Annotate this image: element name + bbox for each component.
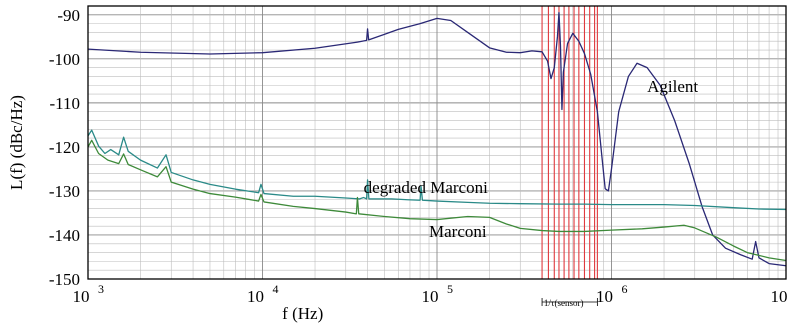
plot-frame xyxy=(87,5,787,280)
series-line-degraded-marconi xyxy=(87,129,787,211)
x-tick-label: 10 xyxy=(422,287,439,306)
series-annotation: Marconi xyxy=(429,222,487,241)
y-axis-label: L(f) (dBc/Hz) xyxy=(7,95,26,190)
y-tick-labels: -90 -100 -110 -120 -130 -140 -150 xyxy=(49,6,80,289)
x-tick-exponent: 6 xyxy=(622,282,628,296)
x-tick-exponent: 5 xyxy=(447,282,453,296)
sensor-band-marker: 1/τ(sensor) xyxy=(541,298,598,308)
x-tick-labels: 103104105106107 xyxy=(73,282,788,306)
series-line-marconi xyxy=(87,139,787,262)
y-tick-label: -150 xyxy=(49,270,80,289)
y-tick-label: -140 xyxy=(49,226,80,245)
y-tick-label: -120 xyxy=(49,138,80,157)
annotations: Agilent degraded Marconi Marconi xyxy=(364,77,699,241)
x-tick-exponent: 3 xyxy=(98,282,104,296)
x-tick-label: 10 xyxy=(247,287,264,306)
sensor-band xyxy=(541,6,598,279)
y-tick-label: -100 xyxy=(49,50,80,69)
x-axis-label: f (Hz) xyxy=(282,304,323,323)
series-layer xyxy=(87,11,787,267)
grid xyxy=(87,5,786,280)
sensor-band-label: 1/τ(sensor) xyxy=(544,298,584,308)
x-tick-exponent: 4 xyxy=(273,282,279,296)
series-annotation: Agilent xyxy=(647,77,698,96)
y-tick-label: -90 xyxy=(57,6,80,25)
x-tick-label: 10 xyxy=(596,287,613,306)
y-tick-label: -130 xyxy=(49,182,80,201)
series-annotation: degraded Marconi xyxy=(364,178,488,197)
y-tick-label: -110 xyxy=(49,94,80,113)
x-tick-label: 10 xyxy=(771,287,788,306)
series-line-agilent xyxy=(87,11,787,267)
x-tick-label: 10 xyxy=(73,287,90,306)
